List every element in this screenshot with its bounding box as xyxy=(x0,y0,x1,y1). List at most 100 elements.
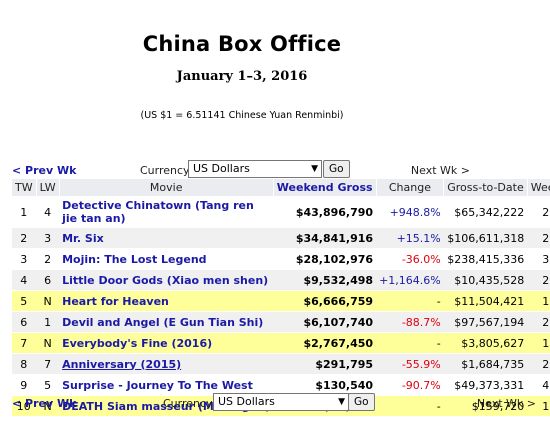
movie-link[interactable]: Detective Chinatown (Tang ren jie tan an… xyxy=(62,199,254,225)
table-row: 5 N Heart for Heaven $6,666,759- $11,504,421… xyxy=(11,290,550,312)
row-tw: 7 xyxy=(11,332,37,354)
col-header-weekend-gross[interactable]: Weekend Gross xyxy=(272,178,377,197)
col-header-change[interactable]: Change xyxy=(375,178,445,197)
col-header-lw[interactable]: LW xyxy=(35,178,60,197)
currency-label-bottom: Currency: xyxy=(163,397,216,410)
row-week: 2 xyxy=(527,353,550,375)
row-weekend-gross: $28,102,976 xyxy=(273,248,377,270)
row-week: 2 xyxy=(527,311,550,333)
row-change: - xyxy=(376,290,444,312)
row-gross-to-date: $11,504,421 xyxy=(443,290,528,312)
table-row: 9 5 Surprise - Journey To The West $130,540… xyxy=(11,374,550,396)
row-tw: 10 xyxy=(11,395,37,417)
row-tw: 3 xyxy=(11,248,37,270)
row-weekend-gross: $291,795 xyxy=(273,353,377,375)
row-change: - xyxy=(376,395,444,417)
row-change: +15.1% xyxy=(376,227,444,249)
prev-week-link[interactable]: < Prev Wk xyxy=(12,164,77,177)
next-week-link[interactable]: Next Wk > xyxy=(410,164,470,177)
bottom-navigation: < Prev Wk Currency: US Dollars ▼ Go Next… xyxy=(12,393,536,415)
row-change: -55.9% xyxy=(376,353,444,375)
row-gross-to-date: $97,567,194 xyxy=(443,311,528,333)
col-header-gross-to-date[interactable]: Gross-to-Date xyxy=(443,178,528,197)
row-week: 1 xyxy=(527,395,550,417)
row-gross-to-date: $238,415,336 xyxy=(443,248,528,270)
movie-link[interactable]: Everybody's Fine (2016) xyxy=(62,336,213,350)
col-header-movie[interactable]: Movie xyxy=(58,178,274,197)
row-week: 4 xyxy=(527,374,550,396)
row-lw: N xyxy=(36,290,60,312)
go-button[interactable]: Go xyxy=(323,160,350,178)
row-week: 1 xyxy=(527,290,550,312)
row-change: +1,164.6% xyxy=(376,269,444,291)
movie-link[interactable]: Heart for Heaven xyxy=(62,294,169,308)
row-lw: 2 xyxy=(36,248,60,270)
row-tw: 4 xyxy=(11,269,37,291)
row-gross-to-date: $159,720 xyxy=(443,395,528,417)
movie-link[interactable]: Surprise - Journey To The West xyxy=(62,378,253,392)
table-row: 6 1 Devil and Angel (E Gun Tian Shi) $6,107… xyxy=(11,311,550,333)
row-movie: Everybody's Fine (2016) xyxy=(59,332,274,354)
row-tw: 5 xyxy=(11,290,37,312)
row-week: 1 xyxy=(527,332,550,354)
row-gross-to-date: $10,435,528 xyxy=(443,269,528,291)
row-tw: 1 xyxy=(11,196,37,228)
row-lw: 3 xyxy=(36,227,60,249)
row-movie: Devil and Angel (E Gun Tian Shi) xyxy=(59,311,274,333)
row-weekend-gross: $6,107,740 xyxy=(273,311,377,333)
row-week: 3 xyxy=(527,248,550,270)
row-tw: 6 xyxy=(11,311,37,333)
row-week: 2 xyxy=(527,227,550,249)
col-header-week[interactable]: Week xyxy=(526,178,550,197)
movie-link[interactable]: Devil and Angel (E Gun Tian Shi) xyxy=(62,315,264,329)
row-gross-to-date: $106,611,318 xyxy=(443,227,528,249)
row-movie: Mojin: The Lost Legend xyxy=(59,248,274,270)
currency-select-value: US Dollars xyxy=(193,162,250,175)
row-weekend-gross: $9,532,498 xyxy=(273,269,377,291)
table-row: 3 2 Mojin: The Lost Legend $28,102,976 -36.0… xyxy=(11,248,550,270)
movie-link[interactable]: Anniversary (2015) xyxy=(62,357,182,371)
row-gross-to-date: $3,805,627 xyxy=(443,332,528,354)
row-change: -88.7% xyxy=(376,311,444,333)
row-week: 2 xyxy=(527,196,550,228)
table-row: 2 3 Mr. Six $34,841,916 +15.1% $106,611,318 2 xyxy=(11,227,550,249)
row-movie: Little Door Gods (Xiao men shen) xyxy=(59,269,274,291)
row-weekend-gross: $6,666,759 xyxy=(273,290,377,312)
table-row: 8 7 Anniversary (2015) $291,795 -55.9% $1,684… xyxy=(11,353,550,375)
exchange-rate-note: (US $1 = 6.51141 Chinese Yuan Renminbi) xyxy=(140,110,344,121)
table-body: 1 4 Detective Chinatown (Tang ren jie tan … xyxy=(11,196,550,417)
row-lw: 1 xyxy=(36,311,60,333)
row-lw: 6 xyxy=(36,269,60,291)
row-movie: Anniversary (2015) xyxy=(59,353,274,375)
row-weekend-gross: $34,841,916 xyxy=(273,227,377,249)
row-change: -90.7% xyxy=(376,374,444,396)
row-gross-to-date: $49,373,331 xyxy=(443,374,528,396)
row-lw: 5 xyxy=(36,374,60,396)
movie-link[interactable]: Little Door Gods (Xiao men shen) xyxy=(62,273,269,287)
row-movie: Surprise - Journey To The West xyxy=(59,374,274,396)
prev-week-link-bottom[interactable]: < Prev Wk xyxy=(12,397,77,410)
page-title: China Box Office xyxy=(142,32,342,56)
currency-select-bottom[interactable]: US Dollars ▼ xyxy=(213,393,349,411)
col-header-tw[interactable]: TW xyxy=(11,178,37,197)
row-lw: 4 xyxy=(36,196,60,228)
currency-select-value-bottom: US Dollars xyxy=(218,395,275,408)
currency-select[interactable]: US Dollars ▼ xyxy=(188,160,322,178)
chevron-down-icon: ▼ xyxy=(311,164,318,174)
row-movie: Heart for Heaven xyxy=(59,290,274,312)
row-gross-to-date: $1,684,735 xyxy=(443,353,528,375)
table-row: 7 N Everybody's Fine (2016) $2,767,450- $3,8… xyxy=(11,332,550,354)
row-lw: N xyxy=(36,395,60,417)
row-change: -36.0% xyxy=(376,248,444,270)
go-button-bottom[interactable]: Go xyxy=(348,393,375,411)
table-row: 4 6 Little Door Gods (Xiao men shen) $9,532… xyxy=(11,269,550,291)
row-gross-to-date: $65,342,222 xyxy=(443,196,528,228)
movie-link[interactable]: Mr. Six xyxy=(62,231,104,245)
row-weekend-gross: $2,767,450 xyxy=(273,332,377,354)
movie-link[interactable]: Mojin: The Lost Legend xyxy=(62,252,207,266)
row-lw: 7 xyxy=(36,353,60,375)
box-office-table: TW LW Movie Weekend Gross Change Gross-t… xyxy=(11,178,550,417)
table-header-row: TW LW Movie Weekend Gross Change Gross-t… xyxy=(11,178,550,197)
row-change: - xyxy=(376,332,444,354)
next-week-link-bottom[interactable]: Next Wk > xyxy=(476,397,536,410)
